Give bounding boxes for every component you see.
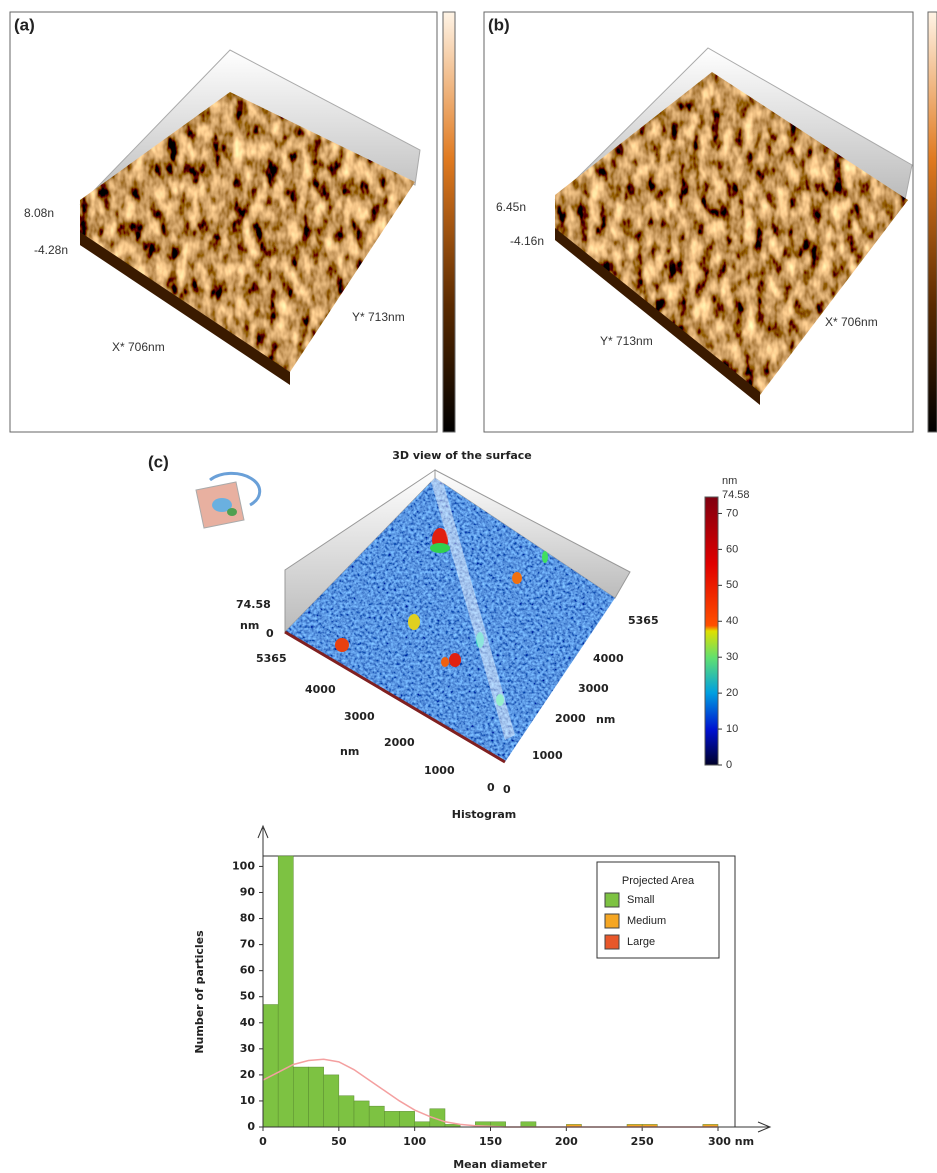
- colorbar-tick-label: 60: [726, 543, 738, 555]
- colorbar-tick-label: 70: [726, 507, 738, 519]
- y-tick-label: 30: [240, 1042, 256, 1055]
- y-tick-label: 40: [240, 1016, 256, 1029]
- x-tick-label: 300 nm: [708, 1135, 754, 1148]
- colorbar-max: 74.58: [722, 489, 750, 501]
- x-tick-label: 100: [403, 1135, 426, 1148]
- legend-swatch: [605, 893, 619, 907]
- panel-a: (a) 8.08n -4.28n X* 706nm Y* 713nm: [10, 12, 455, 432]
- legend-label: Medium: [627, 915, 666, 927]
- bar: [384, 1111, 399, 1127]
- axis-tick-label: 1000: [424, 764, 455, 777]
- x-tick-label: 0: [259, 1135, 267, 1148]
- axis-tick-label: 1000: [532, 749, 563, 762]
- colorbar-tick-label: 50: [726, 579, 738, 591]
- legend-title: Projected Area: [622, 875, 695, 887]
- chart-title: Histogram: [452, 808, 517, 821]
- axis-tick-label: 0: [487, 781, 495, 794]
- x-axis-title: Mean diameter: [453, 1158, 547, 1171]
- y-axis-title: Number of particles: [193, 930, 206, 1054]
- bar: [521, 1122, 536, 1127]
- legend-swatch: [605, 914, 619, 928]
- axis-tick-label: 0: [503, 783, 511, 796]
- legend-label: Small: [627, 894, 655, 906]
- axis-unit-label: nm: [340, 745, 359, 758]
- z-max-label: 74.58: [236, 598, 271, 611]
- bar: [324, 1075, 339, 1127]
- bar: [400, 1111, 415, 1127]
- axis-tick-label: 3000: [578, 682, 609, 695]
- axis-tick-label: 5365: [628, 614, 659, 627]
- colorbar-ticks: 0 10 20 30 40 50 60 70: [718, 507, 738, 771]
- y-axis-label: X* 706nm: [825, 315, 878, 329]
- axis-tick-label: 4000: [593, 652, 624, 665]
- y-tick-label: 50: [240, 990, 256, 1003]
- x-tick-label: 50: [331, 1135, 347, 1148]
- bar: [293, 1067, 308, 1127]
- x-axis-label: X* 706nm: [112, 340, 165, 354]
- legend-swatch: [605, 935, 619, 949]
- bar: [415, 1122, 430, 1127]
- panel-b: (b) 6.45n -4.16n Y* 713nm X* 706nm: [484, 12, 937, 432]
- colorbar-tick-label: 30: [726, 651, 738, 663]
- plot-title: 3D view of the surface: [392, 449, 532, 462]
- z-max-label: 6.45n: [496, 200, 526, 214]
- x-tick-label: 250: [631, 1135, 654, 1148]
- rotate-icon: [196, 473, 260, 528]
- y-tick-label: 90: [240, 885, 256, 898]
- colorbar-unit: nm: [722, 475, 737, 487]
- figure: (a) 8.08n -4.28n X* 706nm Y* 713nm (b) 6…: [0, 0, 937, 1173]
- z-unit-label: nm: [240, 619, 259, 632]
- y-tick-label: 70: [240, 938, 256, 951]
- y-tick-label: 0: [247, 1120, 255, 1133]
- y-tick-label: 80: [240, 912, 256, 925]
- bar: [339, 1096, 354, 1127]
- panel-label: (b): [488, 15, 510, 34]
- colorbar: [443, 12, 455, 432]
- bar: [309, 1067, 324, 1127]
- bar: [278, 856, 293, 1127]
- x-tick-label: 150: [479, 1135, 502, 1148]
- axis-tick-label: 5365: [256, 652, 287, 665]
- axis-unit-label: nm: [596, 713, 615, 726]
- y-tick-label: 60: [240, 964, 256, 977]
- colorbar-tick-label: 10: [726, 723, 738, 735]
- axis-tick-label: 4000: [305, 683, 336, 696]
- colorbar: [928, 12, 937, 432]
- axis-tick-label: 2000: [555, 712, 586, 725]
- y-tick-label: 20: [240, 1068, 256, 1081]
- colorbar-tick-label: 20: [726, 687, 738, 699]
- axis-tick-label: 3000: [344, 710, 375, 723]
- y-tick-label: 10: [240, 1094, 256, 1107]
- z-min-label: -4.28n: [34, 243, 68, 257]
- bar: [263, 1005, 278, 1127]
- colorbar-tick-label: 40: [726, 615, 738, 627]
- y-tick-label: 100: [232, 859, 255, 872]
- panel-label: (a): [14, 15, 35, 34]
- colorbar: [705, 497, 718, 765]
- y-axis-label: Y* 713nm: [352, 310, 405, 324]
- x-axis-label: Y* 713nm: [600, 334, 653, 348]
- z-min-label: 0: [266, 627, 274, 640]
- x-tick-label: 200: [555, 1135, 578, 1148]
- panel-c: (c) 3D view of the surface 74.58 nm 0 53…: [148, 449, 750, 796]
- histogram: Histogram Mean diameter Number of partic…: [193, 808, 770, 1171]
- z-min-label: -4.16n: [510, 234, 544, 248]
- z-max-label: 8.08n: [24, 206, 54, 220]
- axis-tick-label: 2000: [384, 736, 415, 749]
- panel-label: (c): [148, 452, 169, 471]
- colorbar-tick-label: 0: [726, 759, 732, 771]
- legend-label: Large: [627, 936, 655, 948]
- bar: [354, 1101, 369, 1127]
- bar: [369, 1106, 384, 1127]
